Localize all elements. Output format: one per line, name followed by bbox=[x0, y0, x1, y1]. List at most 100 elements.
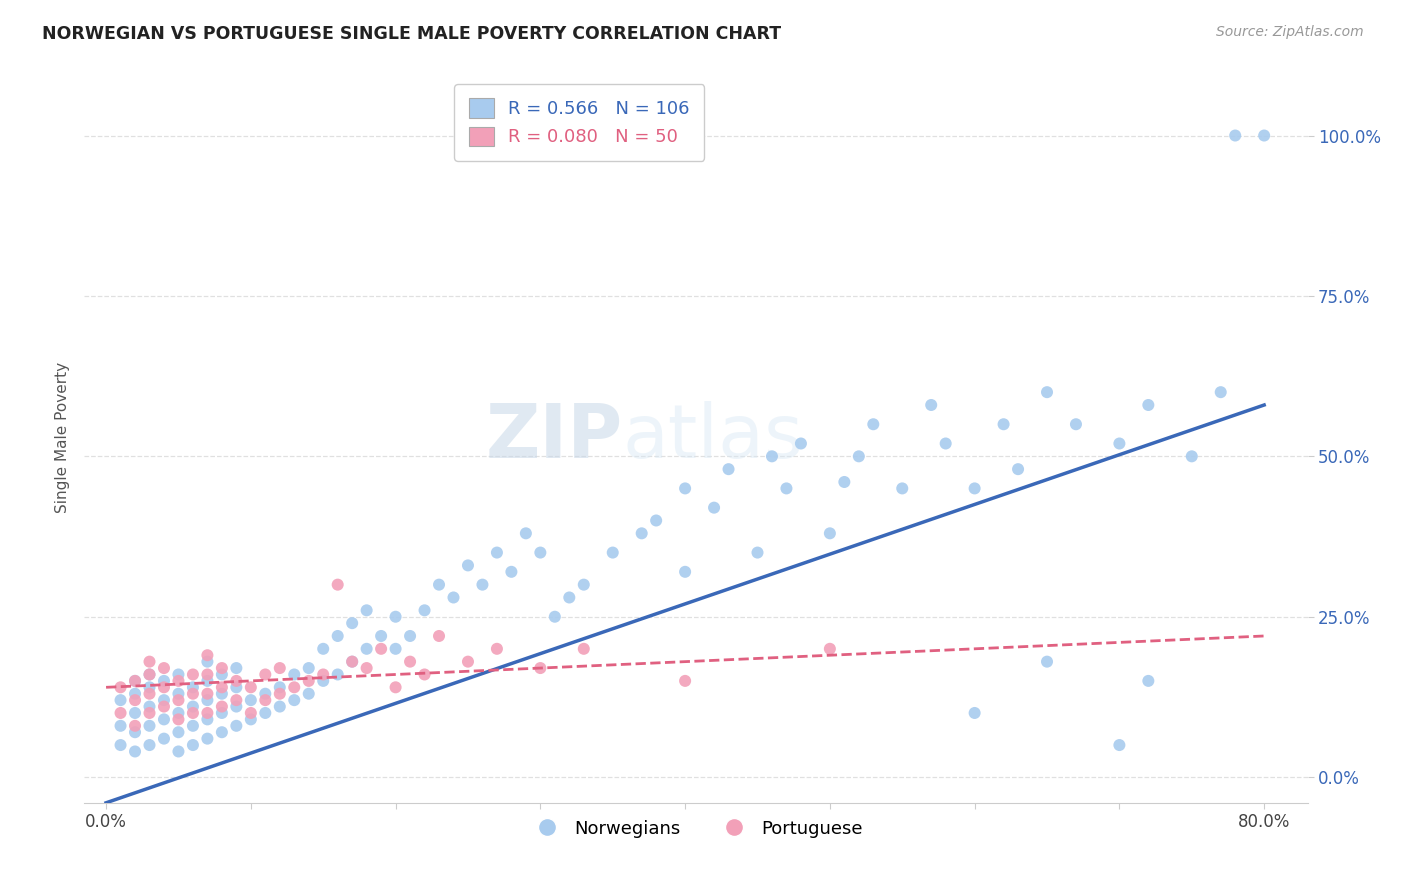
Point bbox=[340, 655, 363, 669]
Point bbox=[326, 667, 349, 681]
Point bbox=[457, 558, 479, 573]
Point bbox=[384, 609, 406, 624]
Point bbox=[153, 681, 176, 695]
Point bbox=[471, 577, 494, 591]
Point bbox=[283, 693, 305, 707]
Point bbox=[197, 712, 219, 726]
Point bbox=[572, 641, 595, 656]
Point bbox=[790, 436, 813, 450]
Point bbox=[138, 667, 160, 681]
Point bbox=[254, 667, 277, 681]
Point bbox=[515, 526, 537, 541]
Point bbox=[239, 681, 262, 695]
Point bbox=[254, 693, 277, 707]
Point bbox=[167, 673, 190, 688]
Point bbox=[153, 693, 176, 707]
Point bbox=[211, 706, 233, 720]
Point bbox=[501, 565, 523, 579]
Point bbox=[485, 641, 508, 656]
Point bbox=[298, 673, 321, 688]
Point bbox=[124, 673, 146, 688]
Point bbox=[818, 641, 841, 656]
Point bbox=[211, 667, 233, 681]
Point bbox=[211, 681, 233, 695]
Legend: Norwegians, Portuguese: Norwegians, Portuguese bbox=[522, 813, 870, 845]
Point bbox=[124, 719, 146, 733]
Point bbox=[703, 500, 725, 515]
Point bbox=[138, 699, 160, 714]
Point bbox=[269, 681, 291, 695]
Point bbox=[413, 667, 436, 681]
Point bbox=[138, 719, 160, 733]
Point bbox=[181, 687, 204, 701]
Point bbox=[124, 744, 146, 758]
Point bbox=[167, 693, 190, 707]
Point bbox=[181, 738, 204, 752]
Point bbox=[197, 667, 219, 681]
Point bbox=[1181, 450, 1204, 464]
Point bbox=[167, 725, 190, 739]
Point bbox=[225, 719, 247, 733]
Point bbox=[544, 609, 567, 624]
Point bbox=[254, 706, 277, 720]
Point bbox=[298, 661, 321, 675]
Point bbox=[356, 661, 378, 675]
Point bbox=[630, 526, 652, 541]
Text: Source: ZipAtlas.com: Source: ZipAtlas.com bbox=[1216, 25, 1364, 39]
Point bbox=[197, 673, 219, 688]
Point bbox=[138, 706, 160, 720]
Text: atlas: atlas bbox=[623, 401, 804, 474]
Point bbox=[834, 475, 856, 489]
Point bbox=[181, 667, 204, 681]
Point bbox=[197, 648, 219, 663]
Point bbox=[167, 706, 190, 720]
Text: NORWEGIAN VS PORTUGUESE SINGLE MALE POVERTY CORRELATION CHART: NORWEGIAN VS PORTUGUESE SINGLE MALE POVE… bbox=[42, 25, 782, 43]
Point bbox=[211, 661, 233, 675]
Point bbox=[254, 687, 277, 701]
Point bbox=[920, 398, 942, 412]
Point bbox=[239, 712, 262, 726]
Point bbox=[167, 712, 190, 726]
Point bbox=[1108, 436, 1130, 450]
Point bbox=[138, 655, 160, 669]
Point bbox=[673, 673, 696, 688]
Point bbox=[225, 693, 247, 707]
Point bbox=[225, 681, 247, 695]
Point bbox=[1137, 398, 1160, 412]
Point bbox=[963, 706, 986, 720]
Point bbox=[138, 738, 160, 752]
Point bbox=[167, 744, 190, 758]
Point bbox=[110, 706, 132, 720]
Point bbox=[181, 681, 204, 695]
Point bbox=[602, 545, 624, 559]
Text: ZIP: ZIP bbox=[485, 401, 623, 474]
Point bbox=[340, 616, 363, 631]
Point bbox=[645, 514, 668, 528]
Point bbox=[239, 706, 262, 720]
Point bbox=[312, 667, 335, 681]
Point bbox=[138, 687, 160, 701]
Point bbox=[1209, 385, 1232, 400]
Point bbox=[239, 693, 262, 707]
Point bbox=[153, 661, 176, 675]
Point bbox=[356, 641, 378, 656]
Point bbox=[673, 482, 696, 496]
Point bbox=[283, 681, 305, 695]
Point bbox=[225, 699, 247, 714]
Point bbox=[399, 655, 422, 669]
Point bbox=[211, 725, 233, 739]
Point bbox=[384, 641, 406, 656]
Point bbox=[891, 482, 914, 496]
Point bbox=[326, 629, 349, 643]
Point bbox=[673, 565, 696, 579]
Point bbox=[283, 667, 305, 681]
Point bbox=[167, 667, 190, 681]
Point bbox=[312, 673, 335, 688]
Point bbox=[370, 641, 392, 656]
Point bbox=[1007, 462, 1029, 476]
Point bbox=[110, 681, 132, 695]
Point bbox=[747, 545, 769, 559]
Point bbox=[153, 731, 176, 746]
Point bbox=[370, 629, 392, 643]
Point bbox=[197, 693, 219, 707]
